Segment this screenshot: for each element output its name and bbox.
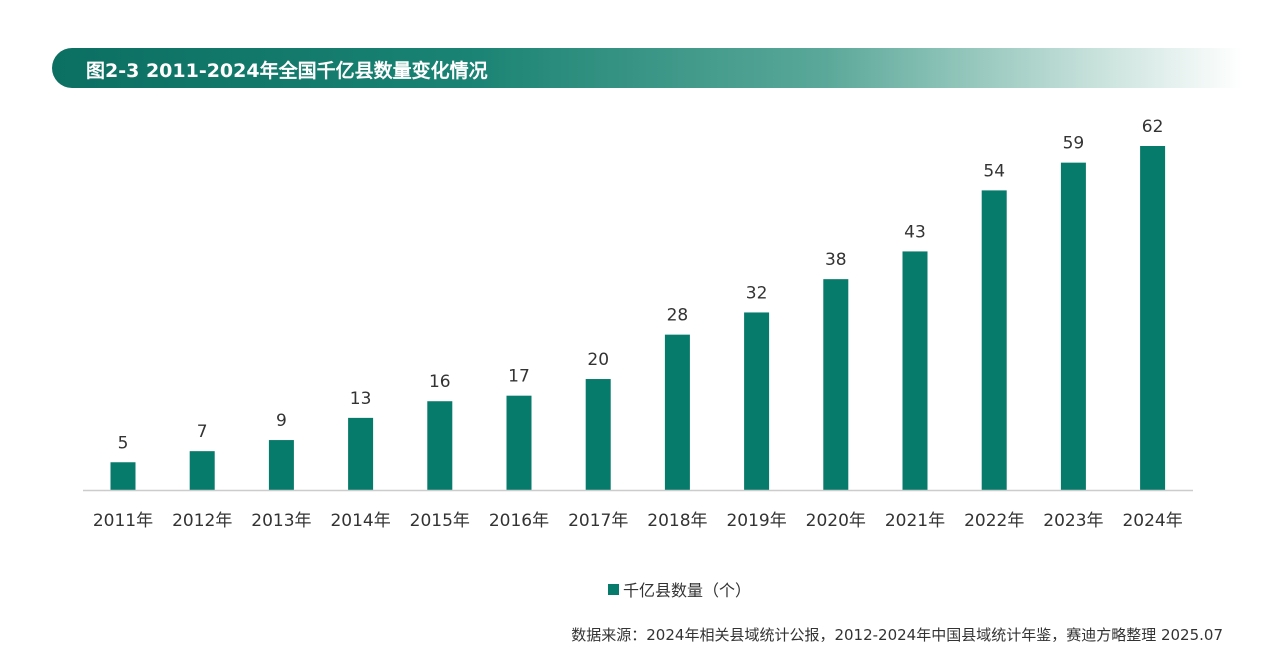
x-tick-label: 2011年	[93, 511, 153, 531]
bar	[110, 462, 136, 490]
data-label: 28	[667, 306, 689, 326]
x-tick-label: 2016年	[489, 511, 549, 531]
data-label: 5	[118, 433, 129, 453]
x-tick-label: 2022年	[964, 511, 1024, 531]
data-label: 62	[1142, 117, 1164, 137]
data-label: 7	[197, 422, 208, 442]
data-label: 43	[904, 222, 926, 242]
bar	[427, 401, 453, 490]
data-label: 59	[1063, 134, 1085, 154]
data-label: 20	[587, 350, 609, 370]
x-tick-label: 2014年	[330, 511, 390, 531]
data-label: 54	[983, 161, 1005, 181]
bar	[1060, 162, 1086, 491]
x-tick-label: 2020年	[806, 511, 866, 531]
x-tick-label: 2013年	[251, 511, 311, 531]
bar	[823, 279, 849, 490]
chart-title: 图2-3 2011-2024年全国千亿县数量变化情况	[86, 60, 488, 82]
bar	[585, 379, 611, 490]
x-tick-label: 2012年	[172, 511, 232, 531]
bar	[268, 440, 294, 490]
x-tick-label: 2023年	[1043, 511, 1103, 531]
title-banner: 图2-3 2011-2024年全国千亿县数量变化情况	[52, 48, 1242, 88]
bar	[902, 251, 928, 490]
x-tick-label: 2024年	[1122, 511, 1182, 531]
x-tick-label: 2021年	[885, 511, 945, 531]
data-label: 17	[508, 367, 530, 387]
legend-label: 千亿县数量（个）	[623, 581, 752, 600]
bar	[189, 451, 215, 490]
x-tick-label: 2018年	[647, 511, 707, 531]
data-source-note: 数据来源：2024年相关县域统计公报，2012-2024年中国县域统计年鉴，赛迪…	[571, 626, 1223, 644]
data-label: 13	[350, 389, 372, 409]
legend: 千亿县数量（个）	[608, 577, 751, 601]
bar	[664, 334, 690, 490]
bar	[348, 417, 374, 490]
legend-swatch	[608, 583, 619, 595]
bar	[1140, 146, 1166, 490]
bar	[506, 395, 532, 490]
x-tick-label: 2015年	[410, 511, 470, 531]
data-label: 9	[276, 411, 287, 431]
bar	[981, 190, 1007, 491]
data-label: 16	[429, 372, 451, 392]
data-label: 38	[825, 250, 847, 270]
data-label: 32	[746, 283, 768, 303]
x-tick-label: 2017年	[568, 511, 628, 531]
x-tick-label: 2019年	[726, 511, 786, 531]
bar	[744, 312, 770, 490]
